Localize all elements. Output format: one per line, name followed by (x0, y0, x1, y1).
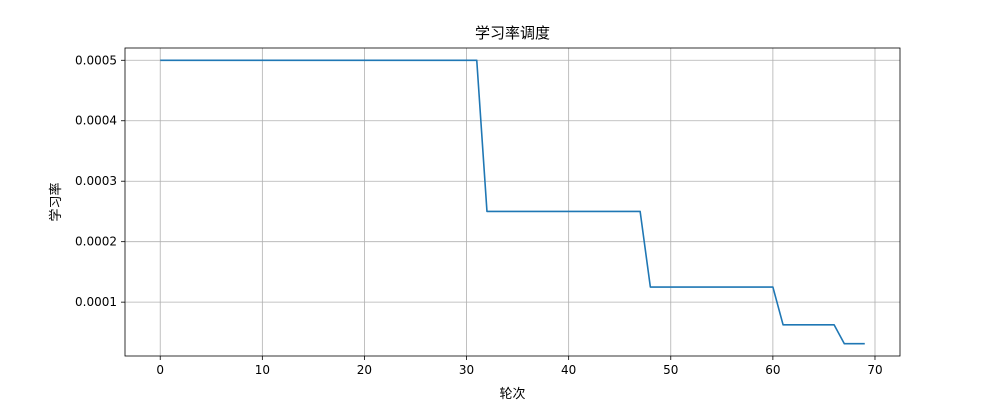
x-tick-label: 30 (459, 363, 474, 377)
x-tick-label: 60 (765, 363, 780, 377)
y-tick-label: 0.0003 (75, 174, 117, 188)
y-axis-label: 学习率 (48, 182, 64, 221)
series-layer (160, 59, 865, 345)
y-tick-label: 0.0001 (75, 295, 117, 309)
grid-layer (125, 48, 900, 356)
x-tick-label: 0 (156, 363, 164, 377)
x-tick-label: 10 (255, 363, 270, 377)
x-axis-label: 轮次 (499, 386, 525, 400)
plot-area-frame (124, 47, 901, 357)
x-tick-label: 40 (561, 363, 576, 377)
tick-layer: 0 10 20 30 40 50 60 70 0.0001 0.0002 0.0003 0.0004 0… (75, 53, 883, 377)
y-tick-label: 0.0002 (75, 235, 117, 249)
x-tick-label: 50 (663, 363, 678, 377)
y-tick-label: 0.0004 (75, 114, 117, 128)
y-tick-label: 0.0005 (75, 53, 117, 67)
chart-title: 学习率调度 (475, 24, 550, 42)
x-tick-label: 70 (867, 363, 882, 377)
x-tick-label: 20 (357, 363, 372, 377)
series-line (160, 59, 865, 345)
